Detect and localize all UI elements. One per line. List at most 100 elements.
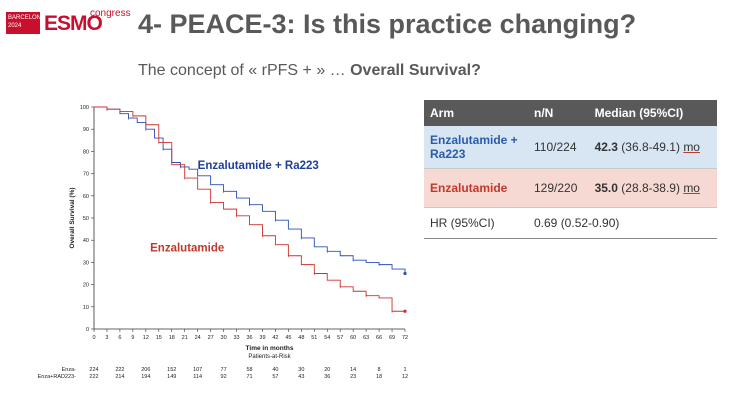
risk-value: 206 [141, 367, 150, 373]
y-tick-label: 70 [83, 172, 89, 178]
risk-value: 194 [141, 374, 150, 380]
x-tick-label: 72 [402, 335, 408, 341]
risk-value: 222 [89, 374, 98, 380]
median-cell: 35.0 (28.8-38.9) mo [588, 168, 717, 208]
x-tick-label: 27 [208, 335, 214, 341]
risk-row-label: Enza- [62, 367, 77, 373]
x-tick-label: 0 [92, 335, 95, 341]
x-axis-label: Time in months [246, 345, 294, 352]
page-subtitle: The concept of « rPFS + » … Overall Surv… [138, 62, 481, 80]
col-arm: Arm [424, 100, 528, 126]
risk-value: 77 [221, 367, 227, 373]
y-tick-label: 40 [83, 238, 89, 244]
x-tick-label: 3 [105, 335, 108, 341]
risk-value: 18 [376, 374, 382, 380]
logo-year: 2024 [8, 23, 22, 29]
risk-value: 40 [272, 367, 278, 373]
risk-row-label: Enza+RAD223- [38, 374, 77, 380]
x-tick-label: 33 [233, 335, 239, 341]
annotation-enza: Enzalutamide [150, 242, 224, 254]
subtitle-plain: The concept of « rPFS + » … [138, 62, 351, 79]
x-tick-label: 51 [311, 335, 317, 341]
page-title: 4- PEACE-3: Is this practice changing? [138, 9, 637, 39]
risk-value: 36 [324, 374, 330, 380]
n-cell: 110/224 [528, 126, 589, 169]
logo-city: BARCELONA [8, 15, 46, 21]
risk-value: 23 [350, 374, 356, 380]
y-tick-label: 90 [83, 127, 89, 133]
x-tick-label: 6 [118, 335, 121, 341]
x-tick-label: 39 [259, 335, 265, 341]
km-curve-enza [94, 106, 405, 312]
x-tick-label: 18 [169, 335, 175, 341]
median-unit: mo [683, 140, 700, 154]
curve-end-point [403, 309, 407, 313]
x-tick-label: 57 [337, 335, 343, 341]
median-value: 42.3 [594, 140, 618, 154]
y-tick-label: 50 [83, 216, 89, 222]
x-tick-label: 15 [156, 335, 162, 341]
risk-value: 14 [350, 367, 356, 373]
logo-word: congress [90, 8, 131, 19]
x-tick-label: 42 [272, 335, 278, 341]
y-tick-label: 10 [83, 305, 89, 311]
risk-table-title: Patients-at-Risk [248, 354, 291, 360]
x-tick-label: 66 [376, 335, 382, 341]
annotation-enza-ra223: Enzalutamide + Ra223 [198, 160, 319, 172]
risk-value: 222 [115, 367, 124, 373]
y-tick-label: 20 [83, 283, 89, 289]
median-cell: 42.3 (36.8-49.1) mo [588, 126, 717, 169]
median-value: 35.0 [594, 181, 618, 195]
risk-value: 224 [89, 367, 98, 373]
y-tick-label: 30 [83, 260, 89, 266]
y-axis-label: Overall Survival (%) [69, 187, 76, 248]
median-unit: mo [683, 181, 700, 195]
y-tick-label: 100 [80, 105, 89, 111]
median-ci: (28.8-38.9) [617, 181, 684, 195]
risk-value: 12 [402, 374, 408, 380]
col-n: n/N [528, 100, 589, 126]
n-cell: 129/220 [528, 168, 589, 208]
logo-brand: ESMO [44, 12, 103, 35]
risk-value: 114 [193, 374, 202, 380]
median-ci: (36.8-49.1) [617, 140, 684, 154]
esmo-logo: BARCELONA 2024 ESMO congress [6, 8, 131, 38]
y-tick-label: 60 [83, 194, 89, 200]
col-median: Median (95%CI) [588, 100, 717, 126]
results-table: Arm n/N Median (95%CI) Enzalutamide + Ra… [424, 100, 717, 239]
x-tick-label: 69 [389, 335, 395, 341]
table-header-row: Arm n/N Median (95%CI) [424, 100, 717, 126]
x-tick-label: 30 [221, 335, 227, 341]
risk-value: 58 [246, 367, 252, 373]
y-tick-label: 80 [83, 149, 89, 155]
x-tick-label: 45 [285, 335, 291, 341]
arm-cell: Enzalutamide + Ra223 [424, 126, 528, 169]
x-tick-label: 21 [182, 335, 188, 341]
curve-end-point [403, 271, 407, 276]
table-row: Enzalutamide + Ra223 110/224 42.3 (36.8-… [424, 126, 717, 169]
risk-value: 107 [193, 367, 202, 373]
x-tick-label: 54 [324, 335, 330, 341]
risk-value: 71 [246, 374, 252, 380]
km-curve-enza-ra223 [94, 106, 406, 274]
hr-value: 0.69 (0.52-0.90) [528, 207, 717, 239]
hr-label: HR (95%CI) [424, 207, 528, 239]
arm-cell: Enzalutamide [424, 168, 528, 208]
x-tick-label: 12 [143, 335, 149, 341]
risk-value: 43 [298, 374, 304, 380]
risk-value: 20 [324, 367, 330, 373]
x-tick-label: 60 [350, 335, 356, 341]
x-tick-label: 63 [363, 335, 369, 341]
risk-value: 1 [403, 367, 406, 373]
y-tick-label: 0 [86, 327, 89, 333]
table-row: Enzalutamide 129/220 35.0 (28.8-38.9) mo [424, 168, 717, 208]
logo-city-block: BARCELONA 2024 [6, 12, 46, 34]
risk-value: 214 [115, 374, 124, 380]
risk-value: 149 [167, 374, 176, 380]
x-tick-label: 24 [195, 335, 201, 341]
x-tick-label: 9 [131, 335, 134, 341]
risk-value: 57 [272, 374, 278, 380]
risk-value: 8 [378, 367, 381, 373]
table-row: HR (95%CI) 0.69 (0.52-0.90) [424, 207, 717, 239]
